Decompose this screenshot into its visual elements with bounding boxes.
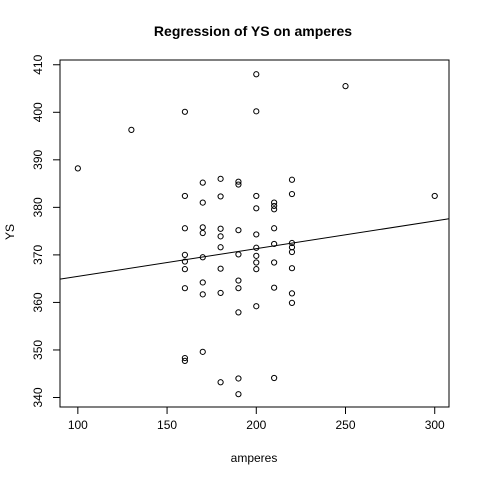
data-point [199, 348, 206, 355]
data-point [288, 248, 296, 256]
data-point [253, 303, 260, 310]
data-point [288, 265, 296, 272]
plot-frame [59, 59, 450, 408]
data-point [235, 375, 242, 382]
data-point [235, 309, 242, 316]
data-point [181, 108, 189, 115]
data-point [253, 192, 260, 200]
data-point [288, 190, 296, 198]
y-axis-label: YS [3, 224, 17, 240]
data-point [217, 379, 224, 386]
data-point [199, 179, 206, 186]
data-point [235, 277, 242, 284]
y-tick-label: 360 [31, 292, 45, 312]
data-point [181, 266, 189, 273]
data-point [271, 202, 278, 210]
data-point [271, 225, 278, 232]
data-point [181, 192, 189, 200]
data-points [74, 71, 438, 398]
y-axis: 340 350 360 370 380 390 400 410 [31, 54, 60, 408]
data-point [128, 126, 135, 133]
chart-title: Regression of YS on amperes [154, 23, 352, 39]
data-point [199, 224, 206, 231]
data-point [271, 240, 278, 248]
data-point [217, 225, 224, 232]
y-tick-label: 350 [31, 340, 45, 360]
data-point [253, 244, 260, 251]
data-point [342, 83, 349, 90]
data-point [74, 165, 81, 172]
data-point [217, 244, 224, 251]
data-point [199, 279, 206, 286]
data-point [253, 231, 260, 238]
data-point [235, 251, 242, 258]
data-point [199, 199, 206, 206]
data-point [181, 285, 189, 292]
data-point [271, 284, 278, 291]
x-axis: 100 150 200 250 300 [68, 407, 445, 432]
data-point [271, 199, 278, 206]
data-point [271, 374, 278, 382]
regression-line-group [59, 218, 450, 280]
data-point [181, 354, 189, 362]
regression-line [59, 218, 450, 280]
data-point [181, 225, 189, 232]
data-point [217, 175, 224, 182]
data-point [181, 357, 189, 364]
data-point [253, 108, 260, 115]
data-point [288, 176, 296, 183]
x-tick-label: 300 [425, 418, 445, 432]
data-point [288, 299, 296, 306]
data-point [288, 290, 296, 297]
y-tick-label: 340 [31, 387, 45, 407]
data-point [235, 181, 242, 188]
data-point [253, 266, 260, 273]
data-point [199, 229, 206, 237]
data-point [271, 259, 278, 266]
data-point [181, 251, 189, 258]
data-point [217, 289, 224, 297]
x-tick-label: 250 [335, 418, 355, 432]
x-tick-label: 150 [157, 418, 177, 432]
data-point [199, 291, 206, 298]
data-point [253, 205, 260, 212]
x-axis-label: amperes [231, 451, 278, 465]
data-point [217, 193, 224, 200]
y-tick-label: 400 [31, 102, 45, 122]
data-point [253, 259, 260, 266]
data-point [235, 391, 242, 398]
data-point [217, 265, 224, 272]
data-point [235, 178, 242, 185]
y-tick-label: 410 [31, 54, 45, 74]
y-tick-label: 380 [31, 197, 45, 217]
y-tick-label: 390 [31, 149, 45, 169]
x-tick-label: 200 [246, 418, 266, 432]
data-point [235, 227, 242, 234]
data-point [271, 206, 278, 213]
data-point [235, 285, 242, 292]
data-point [431, 192, 438, 200]
data-point [181, 258, 189, 265]
data-point [217, 233, 224, 240]
y-tick-label: 370 [31, 245, 45, 265]
data-point [253, 252, 260, 259]
x-tick-label: 100 [68, 418, 88, 432]
data-point [253, 71, 260, 78]
